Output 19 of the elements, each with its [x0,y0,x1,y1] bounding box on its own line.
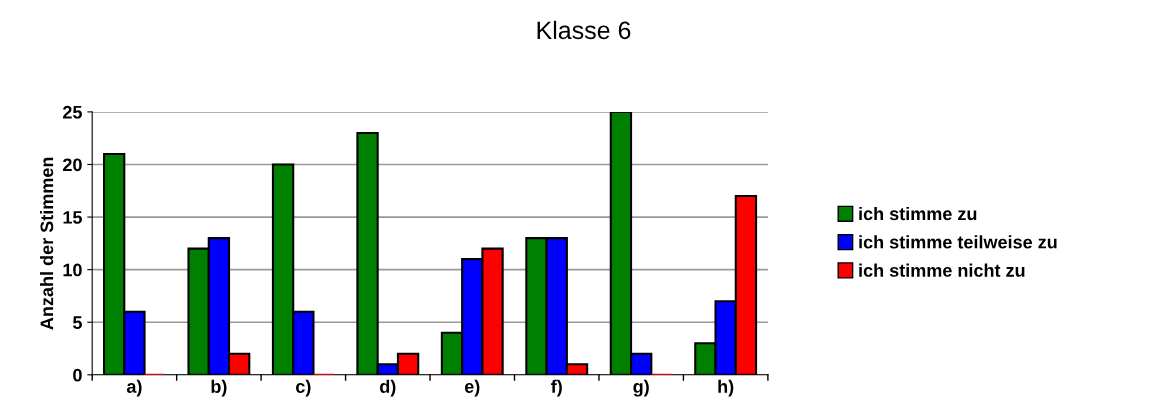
legend-label: ich stimme zu [859,206,977,221]
y-tick-label: 20 [63,158,82,172]
x-tick-label: g) [633,379,649,397]
y-tick-label: 25 [63,105,82,119]
x-tick-label: c) [296,379,311,397]
chart-title: Klasse 6 [537,20,631,40]
y-tick-label: 15 [63,211,82,224]
x-tick-label: a) [126,379,142,397]
y-tick-label: 0 [73,368,82,382]
y-tick-label: 5 [72,316,82,329]
x-tick-label: b) [211,379,227,397]
x-tick-label: d) [380,379,396,397]
x-tick-label: e) [464,379,480,397]
y-axis-title: Anzahl der Stimmen [40,157,54,330]
y-tick-label: 10 [63,263,82,277]
legend-label: ich stimme nicht zu [859,263,1025,277]
legend-label: ich stimme teilweise zu [859,235,1057,249]
x-tick-label: h) [718,379,734,397]
x-tick-label: f) [551,379,562,397]
